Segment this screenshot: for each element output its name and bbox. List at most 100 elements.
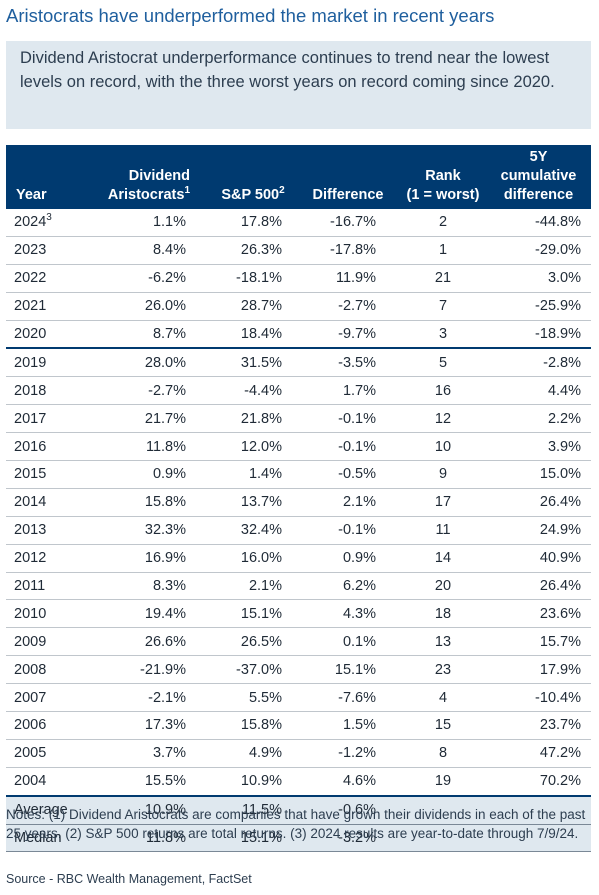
table-row: 2018 -2.7% -4.4% 1.7% 16 4.4% bbox=[6, 376, 591, 406]
cell-difference: -1.2% bbox=[302, 739, 394, 768]
cell-sp500: 17.8% bbox=[204, 209, 302, 237]
table-row: 2006 17.3% 15.8% 1.5% 15 23.7% bbox=[6, 711, 591, 740]
table-row: 2015 0.9% 1.4% -0.5% 9 15.0% bbox=[6, 460, 591, 489]
cell-cumulative-difference: -2.8% bbox=[492, 348, 591, 378]
column-header-line2: Aristocrats1 bbox=[107, 185, 190, 203]
cell-sp500: 26.3% bbox=[204, 236, 302, 265]
column-header-line1: Dividend bbox=[128, 168, 190, 184]
cell-cumulative-difference bbox=[492, 824, 591, 853]
cell-difference: 2.1% bbox=[302, 488, 394, 517]
callout-text: Dividend Aristocrat underperformance con… bbox=[6, 41, 591, 129]
cell-sp500: 21.8% bbox=[204, 404, 302, 434]
cell-rank: 14 bbox=[394, 544, 492, 573]
cell-cumulative-difference: -25.9% bbox=[492, 292, 591, 321]
cell-rank: 2 bbox=[394, 209, 492, 237]
cell-year: 2022 bbox=[6, 264, 92, 293]
cell-sp500: -18.1% bbox=[204, 264, 302, 293]
cell-cumulative-difference: 23.7% bbox=[492, 711, 591, 740]
cell-rank: 3 bbox=[394, 320, 492, 350]
cell-cumulative-difference: 23.6% bbox=[492, 599, 591, 629]
cell-year: 2016 bbox=[6, 432, 92, 462]
column-header-line2: Year bbox=[16, 187, 47, 203]
cell-summary-label: Average bbox=[6, 794, 92, 825]
cell-sp500: 1.4% bbox=[204, 460, 302, 489]
cell-difference: -0.1% bbox=[302, 404, 394, 434]
cell-year: 2006 bbox=[6, 711, 92, 740]
cell-difference: 11.9% bbox=[302, 264, 394, 293]
cell-dividend-aristocrats: 26.6% bbox=[92, 627, 204, 657]
cell-rank: 9 bbox=[394, 460, 492, 489]
cell-dividend-aristocrats: -2.1% bbox=[92, 683, 204, 713]
footnotes: Notes: (1) Dividend Aristocrats are comp… bbox=[6, 807, 586, 841]
chart-title: Aristocrats have underperformed the mark… bbox=[6, 5, 495, 26]
table-row: 2012 16.9% 16.0% 0.9% 14 40.9% bbox=[6, 544, 591, 573]
cell-sp500: 28.7% bbox=[204, 292, 302, 321]
cell-sp500: 15.1% bbox=[204, 824, 302, 853]
cell-cumulative-difference: 4.4% bbox=[492, 376, 591, 406]
cell-year: 2015 bbox=[6, 460, 92, 489]
cell-sp500: 13.7% bbox=[204, 488, 302, 517]
cell-year: 2020 bbox=[6, 320, 92, 350]
summary-row: Average 10.9% 11.5% -0.6% bbox=[6, 794, 591, 825]
column-header-line2: difference bbox=[503, 187, 574, 203]
cell-rank bbox=[394, 794, 492, 825]
cell-rank: 20 bbox=[394, 572, 492, 601]
cell-rank: 13 bbox=[394, 627, 492, 657]
cell-year: 2010 bbox=[6, 599, 92, 629]
table-row: 2017 21.7% 21.8% -0.1% 12 2.2% bbox=[6, 404, 591, 434]
column-header-line2: S&P 5002 bbox=[221, 185, 285, 203]
column-header-line2: Difference bbox=[312, 187, 384, 203]
table-row: 20243 1.1% 17.8% -16.7% 2 -44.8% bbox=[6, 209, 591, 237]
cell-cumulative-difference: 3.0% bbox=[492, 264, 591, 293]
table-row: 2010 19.4% 15.1% 4.3% 18 23.6% bbox=[6, 599, 591, 629]
cell-sp500: 4.9% bbox=[204, 739, 302, 768]
cell-sp500: 18.4% bbox=[204, 320, 302, 350]
cell-sp500: 5.5% bbox=[204, 683, 302, 713]
cell-cumulative-difference: 2.2% bbox=[492, 404, 591, 434]
cell-year: 2004 bbox=[6, 767, 92, 797]
cell-rank: 17 bbox=[394, 488, 492, 517]
cell-cumulative-difference: 15.0% bbox=[492, 460, 591, 489]
cell-rank: 5 bbox=[394, 348, 492, 378]
cell-difference: -0.6% bbox=[302, 794, 394, 825]
cell-rank: 15 bbox=[394, 711, 492, 740]
footnote-marker: 2 bbox=[279, 185, 285, 197]
cell-sp500: 32.4% bbox=[204, 516, 302, 545]
cell-cumulative-difference: 47.2% bbox=[492, 739, 591, 768]
cell-year: 2023 bbox=[6, 236, 92, 265]
cell-dividend-aristocrats: 19.4% bbox=[92, 599, 204, 629]
cell-difference: -0.1% bbox=[302, 432, 394, 462]
table-row: 2008 -21.9% -37.0% 15.1% 23 17.9% bbox=[6, 655, 591, 685]
cell-dividend-aristocrats: 15.8% bbox=[92, 488, 204, 517]
table-row: 2019 28.0% 31.5% -3.5% 5 -2.8% bbox=[6, 348, 591, 378]
cell-difference: 15.1% bbox=[302, 655, 394, 685]
cell-difference: 1.7% bbox=[302, 376, 394, 406]
cell-sp500: 31.5% bbox=[204, 348, 302, 378]
cell-rank: 19 bbox=[394, 767, 492, 797]
cell-rank: 4 bbox=[394, 683, 492, 713]
table-row: 2022 -6.2% -18.1% 11.9% 21 3.0% bbox=[6, 264, 591, 293]
cell-year: 2014 bbox=[6, 488, 92, 517]
cell-difference: -7.6% bbox=[302, 683, 394, 713]
cell-year: 2012 bbox=[6, 544, 92, 573]
cell-year: 2011 bbox=[6, 572, 92, 601]
cell-sp500: 11.5% bbox=[204, 794, 302, 825]
cell-difference: -9.7% bbox=[302, 320, 394, 350]
cell-cumulative-difference: -29.0% bbox=[492, 236, 591, 265]
cell-cumulative-difference: 70.2% bbox=[492, 767, 591, 797]
cell-cumulative-difference: 24.9% bbox=[492, 516, 591, 545]
cell-rank: 10 bbox=[394, 432, 492, 462]
cell-difference: -17.8% bbox=[302, 236, 394, 265]
cell-sp500: 15.1% bbox=[204, 599, 302, 629]
table-row: 2004 15.5% 10.9% 4.6% 19 70.2% bbox=[6, 767, 591, 797]
cell-dividend-aristocrats: 3.7% bbox=[92, 739, 204, 768]
cell-dividend-aristocrats: -6.2% bbox=[92, 264, 204, 293]
cell-difference: -3.2% bbox=[302, 824, 394, 853]
column-header-dividend-aristocrats: Dividend Aristocrats1 bbox=[92, 145, 204, 209]
cell-cumulative-difference: 17.9% bbox=[492, 655, 591, 685]
cell-cumulative-difference: 15.7% bbox=[492, 627, 591, 657]
footnote-marker: 1 bbox=[184, 185, 190, 197]
cell-difference: -0.5% bbox=[302, 460, 394, 489]
table-row: 2007 -2.1% 5.5% -7.6% 4 -10.4% bbox=[6, 683, 591, 713]
cell-dividend-aristocrats: 8.7% bbox=[92, 320, 204, 350]
